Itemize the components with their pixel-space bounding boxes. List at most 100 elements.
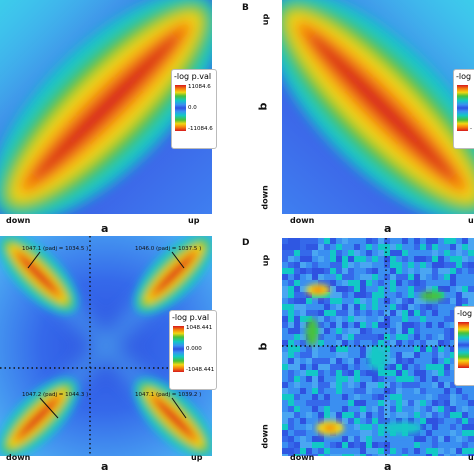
heatmap-cell	[432, 322, 438, 328]
heatmap-cell	[444, 250, 450, 256]
heatmap-cell	[366, 340, 372, 346]
heatmap-cell	[408, 448, 414, 454]
heatmap-cell	[468, 280, 474, 286]
heatmap-cell	[282, 238, 288, 244]
heatmap-cell	[420, 346, 426, 352]
heatmap-cell	[306, 292, 312, 298]
heatmap-cell	[414, 358, 420, 364]
heatmap-cell	[348, 274, 354, 280]
heatmap-cell	[330, 436, 336, 442]
panel-d-x-tick-low: down	[290, 453, 315, 462]
heatmap-cell	[402, 406, 408, 412]
heatmap-cell	[414, 322, 420, 328]
heatmap-cell	[288, 364, 294, 370]
heatmap-cell	[450, 244, 456, 250]
heatmap-cell	[288, 316, 294, 322]
heatmap-cell	[408, 238, 414, 244]
heatmap-cell	[348, 286, 354, 292]
heatmap-cell	[396, 340, 402, 346]
heatmap-cell	[384, 328, 390, 334]
heatmap-cell	[282, 250, 288, 256]
heatmap-cell	[396, 406, 402, 412]
heatmap-cell	[330, 328, 336, 334]
heatmap-cell	[390, 364, 396, 370]
heatmap-cell	[444, 370, 450, 376]
heatmap-cell	[348, 370, 354, 376]
heatmap-cell	[378, 388, 384, 394]
heatmap-cell	[282, 304, 288, 310]
heatmap-cell	[294, 418, 300, 424]
heatmap-cell	[330, 454, 336, 456]
heatmap-cell	[378, 334, 384, 340]
heatmap-cell	[288, 358, 294, 364]
heatmap-cell	[330, 256, 336, 262]
heatmap-cell	[444, 358, 450, 364]
heatmap-cell	[324, 442, 330, 448]
heatmap-cell	[426, 238, 432, 244]
heatmap-cell	[318, 322, 324, 328]
heatmap-cell	[342, 322, 348, 328]
heatmap-cell	[468, 262, 474, 268]
heatmap-cell	[372, 334, 378, 340]
heatmap-cell	[294, 370, 300, 376]
heatmap-cell	[306, 436, 312, 442]
heatmap-cell	[456, 442, 462, 448]
heatmap-cell	[372, 388, 378, 394]
heatmap-cell	[282, 430, 288, 436]
heatmap-cell	[306, 310, 312, 316]
heatmap-cell	[378, 280, 384, 286]
heatmap-cell	[336, 346, 342, 352]
heatmap-cell	[456, 394, 462, 400]
heatmap-cell	[432, 412, 438, 418]
heatmap-cell	[408, 376, 414, 382]
heatmap-cell	[318, 376, 324, 382]
heatmap-cell	[426, 286, 432, 292]
heatmap-cell	[408, 286, 414, 292]
heatmap-cell	[318, 238, 324, 244]
heatmap-cell	[396, 376, 402, 382]
heatmap-cell	[330, 286, 336, 292]
heatmap-cell	[396, 316, 402, 322]
heatmap-cell	[414, 394, 420, 400]
heatmap-cell	[390, 268, 396, 274]
heatmap-cell	[378, 286, 384, 292]
heatmap-cell	[438, 412, 444, 418]
heatmap-cell	[390, 406, 396, 412]
heatmap-cell	[306, 316, 312, 322]
heatmap-cell	[462, 292, 468, 298]
heatmap-cell	[330, 250, 336, 256]
heatmap-cell	[348, 454, 354, 456]
heatmap-cell	[384, 400, 390, 406]
heatmap-cell	[348, 424, 354, 430]
heatmap-cell	[432, 286, 438, 292]
heatmap-cell	[324, 244, 330, 250]
heatmap-cell	[396, 388, 402, 394]
heatmap-cell	[444, 430, 450, 436]
heatmap-cell	[300, 298, 306, 304]
heatmap-cell	[366, 328, 372, 334]
heatmap-cell	[378, 268, 384, 274]
heatmap-cell	[282, 358, 288, 364]
heatmap-cell	[348, 238, 354, 244]
heatmap-cell	[306, 262, 312, 268]
heatmap-cell	[306, 244, 312, 250]
heatmap-cell	[330, 238, 336, 244]
heatmap-cell	[294, 376, 300, 382]
heatmap-cell	[318, 250, 324, 256]
heatmap-cell	[348, 436, 354, 442]
heatmap-cell	[336, 364, 342, 370]
heatmap-cell	[336, 436, 342, 442]
heatmap-cell	[414, 376, 420, 382]
heatmap-cell	[342, 406, 348, 412]
heatmap-cell	[330, 394, 336, 400]
heatmap-cell	[282, 376, 288, 382]
heatmap-cell	[378, 418, 384, 424]
heatmap-cell	[420, 340, 426, 346]
panel-c-annotation-bottom-left: 1047.2 (padj = 1044.3 )	[22, 392, 89, 398]
heatmap-cell	[324, 352, 330, 358]
panel-d-letter: D	[242, 238, 250, 248]
heatmap-cell	[306, 268, 312, 274]
heatmap-cell	[462, 418, 468, 424]
heatmap-cell	[462, 388, 468, 394]
heatmap-cell	[366, 304, 372, 310]
